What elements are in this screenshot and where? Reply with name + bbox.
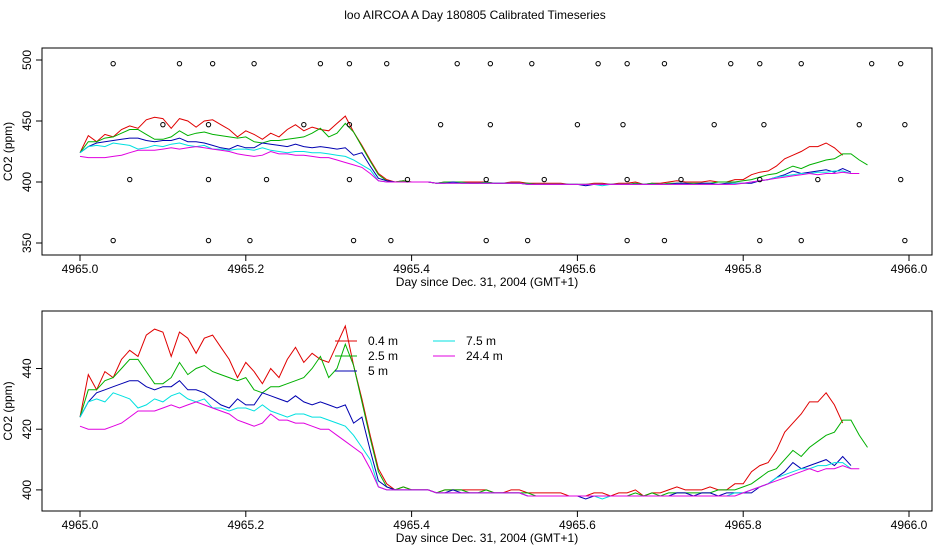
marker-point xyxy=(898,60,904,67)
marker-point xyxy=(487,121,494,128)
marker-point xyxy=(205,176,212,183)
legend-label: 24.4 m xyxy=(466,349,503,363)
chart-title: loo AIRCOA A Day 180805 Calibrated Times… xyxy=(344,8,605,22)
marker-point xyxy=(454,60,460,67)
marker-point xyxy=(205,237,212,244)
marker-point xyxy=(176,60,183,67)
marker-point xyxy=(761,121,767,128)
marker-point xyxy=(757,60,763,67)
marker-point xyxy=(127,176,133,183)
legend-label: 0.4 m xyxy=(368,334,398,348)
y-axis-label: CO2 (ppm) xyxy=(1,381,15,440)
marker-point xyxy=(160,121,166,128)
marker-point xyxy=(815,176,821,183)
marker-point xyxy=(247,237,253,244)
marker-point xyxy=(209,60,216,67)
series-line-0-4-m xyxy=(79,115,844,185)
marker-point xyxy=(595,60,601,67)
y-tick-label: 400 xyxy=(20,480,34,500)
x-tick-label: 4965.8 xyxy=(725,262,762,276)
x-tick-label: 4965.0 xyxy=(62,518,99,532)
marker-point xyxy=(898,176,904,183)
marker-point xyxy=(346,121,353,128)
marker-point xyxy=(624,176,630,183)
marker-point xyxy=(757,176,763,183)
plot-frame xyxy=(41,47,933,256)
marker-point xyxy=(524,237,531,244)
marker-point xyxy=(317,60,324,67)
plot-frame xyxy=(41,310,933,512)
y-axis-label: CO2 (ppm) xyxy=(1,122,15,181)
marker-point xyxy=(661,237,668,244)
marker-point xyxy=(728,60,734,67)
series-line-7-5-m xyxy=(79,392,852,500)
y-tick-label: 440 xyxy=(20,358,34,378)
marker-point xyxy=(346,176,353,183)
top-panel: 4965.0 4965.2 4965.4 4965.6 4965.8 4966.0 Day … xyxy=(1,47,933,289)
x-tick-label: 4966.0 xyxy=(891,518,928,532)
x-tick-label: 4965.4 xyxy=(393,518,430,532)
marker-point xyxy=(205,121,212,128)
marker-point xyxy=(902,121,908,128)
marker-point xyxy=(251,60,257,67)
marker-point xyxy=(263,176,270,183)
y-tick-label: 350 xyxy=(20,233,34,253)
series-line-5-m xyxy=(79,137,852,187)
series-line-2-5-m xyxy=(79,342,868,497)
x-tick-label: 4965.4 xyxy=(393,262,430,276)
marker-point xyxy=(661,60,668,67)
marker-point xyxy=(541,176,547,183)
marker-point xyxy=(487,60,494,67)
marker-point xyxy=(624,60,630,67)
marker-point xyxy=(620,121,626,128)
series-line-5-m xyxy=(79,380,852,500)
series-line-24-4-m xyxy=(79,401,860,497)
y-tick-label: 420 xyxy=(20,419,34,439)
x-tick-label: 4965.2 xyxy=(227,262,264,276)
marker-point xyxy=(110,60,116,67)
marker-point xyxy=(678,176,684,183)
series-line-0-4-m xyxy=(79,324,844,497)
marker-point xyxy=(110,237,116,244)
x-tick-label: 4965.8 xyxy=(725,518,762,532)
marker-point xyxy=(404,176,411,183)
marker-point xyxy=(529,60,535,67)
marker-point xyxy=(868,60,875,67)
marker-point xyxy=(483,237,489,244)
x-tick-label: 4965.0 xyxy=(62,262,99,276)
y-tick-label: 500 xyxy=(20,50,34,70)
marker-point xyxy=(574,121,581,128)
marker-point xyxy=(856,121,862,128)
y-tick-label: 400 xyxy=(20,172,34,192)
marker-point xyxy=(624,237,630,244)
marker-point xyxy=(711,121,717,128)
y-tick-label: 450 xyxy=(20,111,34,131)
x-tick-label: 4965.6 xyxy=(559,262,596,276)
marker-point xyxy=(798,60,804,67)
x-axis-label: Day since Dec. 31, 2004 (GMT+1) xyxy=(396,275,578,289)
marker-point xyxy=(437,121,444,128)
legend-label: 7.5 m xyxy=(466,334,496,348)
x-axis-label: Day since Dec. 31, 2004 (GMT+1) xyxy=(396,531,578,545)
legend-label: 2.5 m xyxy=(368,349,398,363)
marker-point xyxy=(902,237,908,244)
x-tick-label: 4965.2 xyxy=(227,518,264,532)
x-tick-label: 4965.6 xyxy=(559,518,596,532)
marker-point xyxy=(388,237,394,244)
marker-point xyxy=(346,60,353,67)
marker-point xyxy=(301,121,307,128)
marker-point xyxy=(350,237,357,244)
series-line-24-4-m xyxy=(79,146,860,185)
marker-point xyxy=(483,176,489,183)
bottom-panel: 4965.0 4965.2 4965.4 4965.6 4965.8 4966.0 Day … xyxy=(1,310,933,545)
series-line-2-5-m xyxy=(79,122,868,185)
marker-point xyxy=(798,237,804,244)
marker-point xyxy=(384,60,390,67)
legend-label: 5 m xyxy=(368,364,388,378)
marker-point xyxy=(757,237,763,244)
x-tick-label: 4966.0 xyxy=(891,262,928,276)
